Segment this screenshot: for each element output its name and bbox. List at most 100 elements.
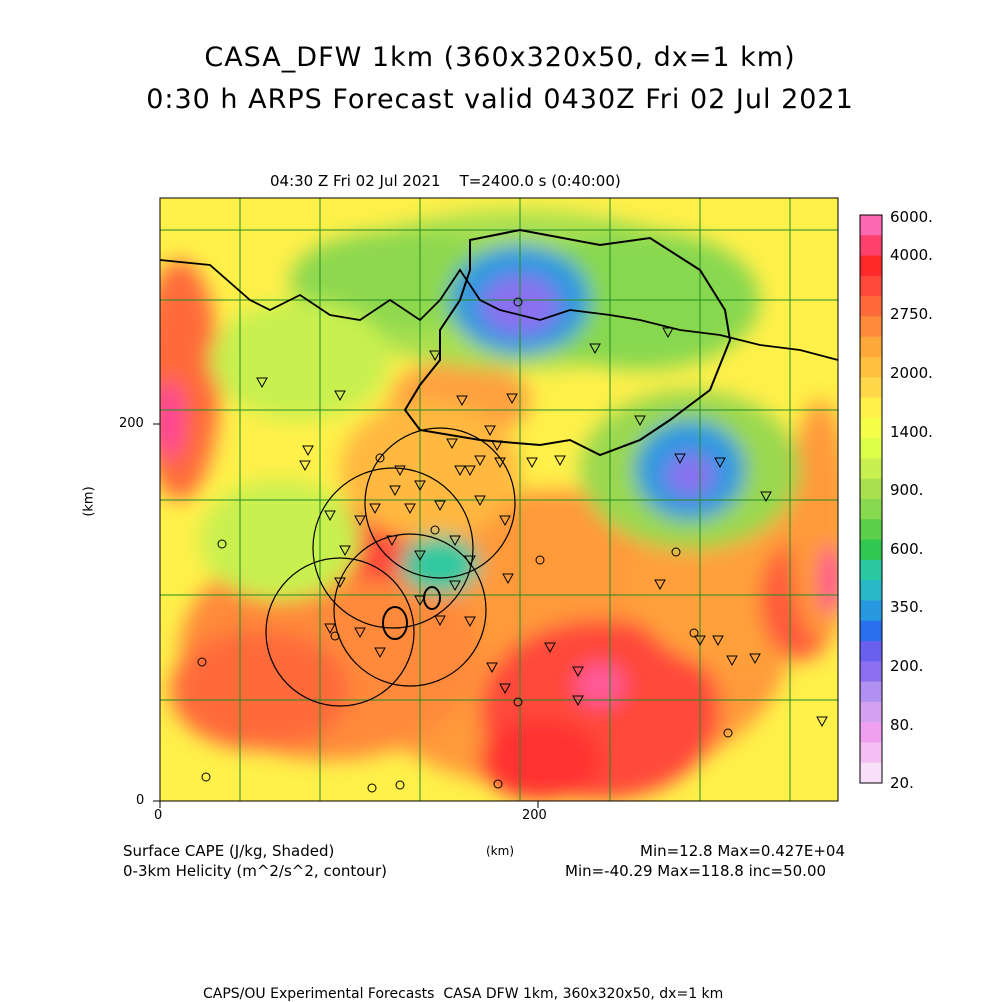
station-triangle [674,453,686,465]
station-triangle [414,595,426,607]
station-circle [671,547,681,557]
station-triangle [404,503,416,515]
station-triangle [434,615,446,627]
colorbar-swatch [860,255,882,277]
station-triangle [714,457,726,469]
colorbar-label-4000: 4000. [890,246,933,264]
station-circle [723,728,733,738]
station-triangle [454,465,466,477]
colorbar-label-1400: 1400. [890,423,933,441]
station-triangle [374,647,386,659]
station-triangle [712,635,724,647]
colorbar-swatch [860,499,882,520]
station-triangle [339,545,351,557]
station-triangle [464,555,476,567]
colorbar-swatch [860,215,882,236]
station-triangle [816,716,828,728]
station-triangle [634,415,646,427]
colorbar-swatch [860,559,882,581]
colorbar-swatch [860,539,882,561]
colorbar-swatch [860,275,882,297]
station-triangle [414,480,426,492]
colorbar-label-2000: 2000. [890,364,933,382]
colorbar-label-6000: 6000. [890,208,933,226]
station-triangle [572,666,584,678]
station-triangle [449,580,461,592]
station-triangle [256,377,268,389]
station-triangle [506,393,518,405]
station-triangle [474,455,486,467]
station-triangle [394,465,406,477]
station-triangle [726,655,738,667]
colorbar-swatch [860,600,882,622]
station-circle [513,297,523,307]
colorbar-swatch [860,580,882,601]
station-circle [197,657,207,667]
station-triangle [324,510,336,522]
y-tick-0: 0 [136,793,145,808]
station-triangle [494,457,506,469]
station-markers [197,297,828,793]
station-triangle [572,695,584,707]
station-triangle [429,350,441,362]
station-triangle [760,491,772,503]
state-boundary [159,228,839,457]
station-triangle [486,662,498,674]
colorbar-swatch [860,681,882,703]
colorbar-label-80: 80. [890,716,914,734]
colorbar-label-600: 600. [890,540,924,558]
station-circle [367,783,377,793]
colorbar-swatch [860,641,882,662]
station-triangle [464,616,476,628]
station-triangle [434,500,446,512]
station-circle [330,631,340,641]
station-circle [535,555,545,565]
station-circle [375,453,385,463]
colorbar-swatch [860,742,882,764]
station-triangle [694,635,706,647]
colorbar-swatch [860,377,882,399]
station-triangle [484,425,496,437]
station-circle [395,780,405,790]
x-tick-200: 200 [522,808,547,823]
colorbar-swatch [860,701,882,723]
colorbar-swatch [860,235,882,257]
station-triangle [354,515,366,527]
station-circle [217,539,227,549]
footer-variable-shaded: Surface CAPE (J/kg, Shaded) [123,842,335,860]
colorbar-swatch [860,438,882,459]
footer-variable-contour: 0-3km Helicity (m^2/s^2, contour) [123,862,387,880]
colorbar-label-200: 200. [890,657,924,675]
station-triangle [449,535,461,547]
station-triangle [389,485,401,497]
bottom-credit: CAPS/OU Experimental Forecasts CASA DFW … [203,986,724,1002]
station-circle [430,525,440,535]
colorbar-swatch [860,296,882,317]
station-triangle [324,623,336,635]
station-triangle [499,683,511,695]
station-triangle [502,573,514,585]
y-axis-unit: (km) [81,486,97,517]
station-triangle [334,577,346,589]
colorbar-label-350: 350. [890,598,924,616]
station-triangle [334,390,346,402]
colorbar-swatch [860,316,882,338]
map-title-line2: 0:30 h ARPS Forecast valid 0430Z Fri 02 … [146,84,854,115]
colorbar-swatch [860,620,882,642]
station-circle [201,772,211,782]
colorbar-swatch [860,458,882,480]
station-triangle [386,535,398,547]
station-triangle [446,438,458,450]
plot-frame [159,197,839,802]
colorbar-swatch [860,336,882,358]
footer-shaded-minmax: Min=12.8 Max=0.427E+04 [640,842,846,860]
station-triangle [749,653,761,665]
colorbar-swatch [860,722,882,743]
station-triangle [499,515,511,527]
colorbar-label-900: 900. [890,481,924,499]
station-circle [513,697,523,707]
plot-header: 04:30 Z Fri 02 Jul 2021 T=2400.0 s (0:40… [270,172,621,190]
station-circle [689,628,699,638]
map-title-line1: CASA_DFW 1km (360x320x50, dx=1 km) [204,42,796,73]
